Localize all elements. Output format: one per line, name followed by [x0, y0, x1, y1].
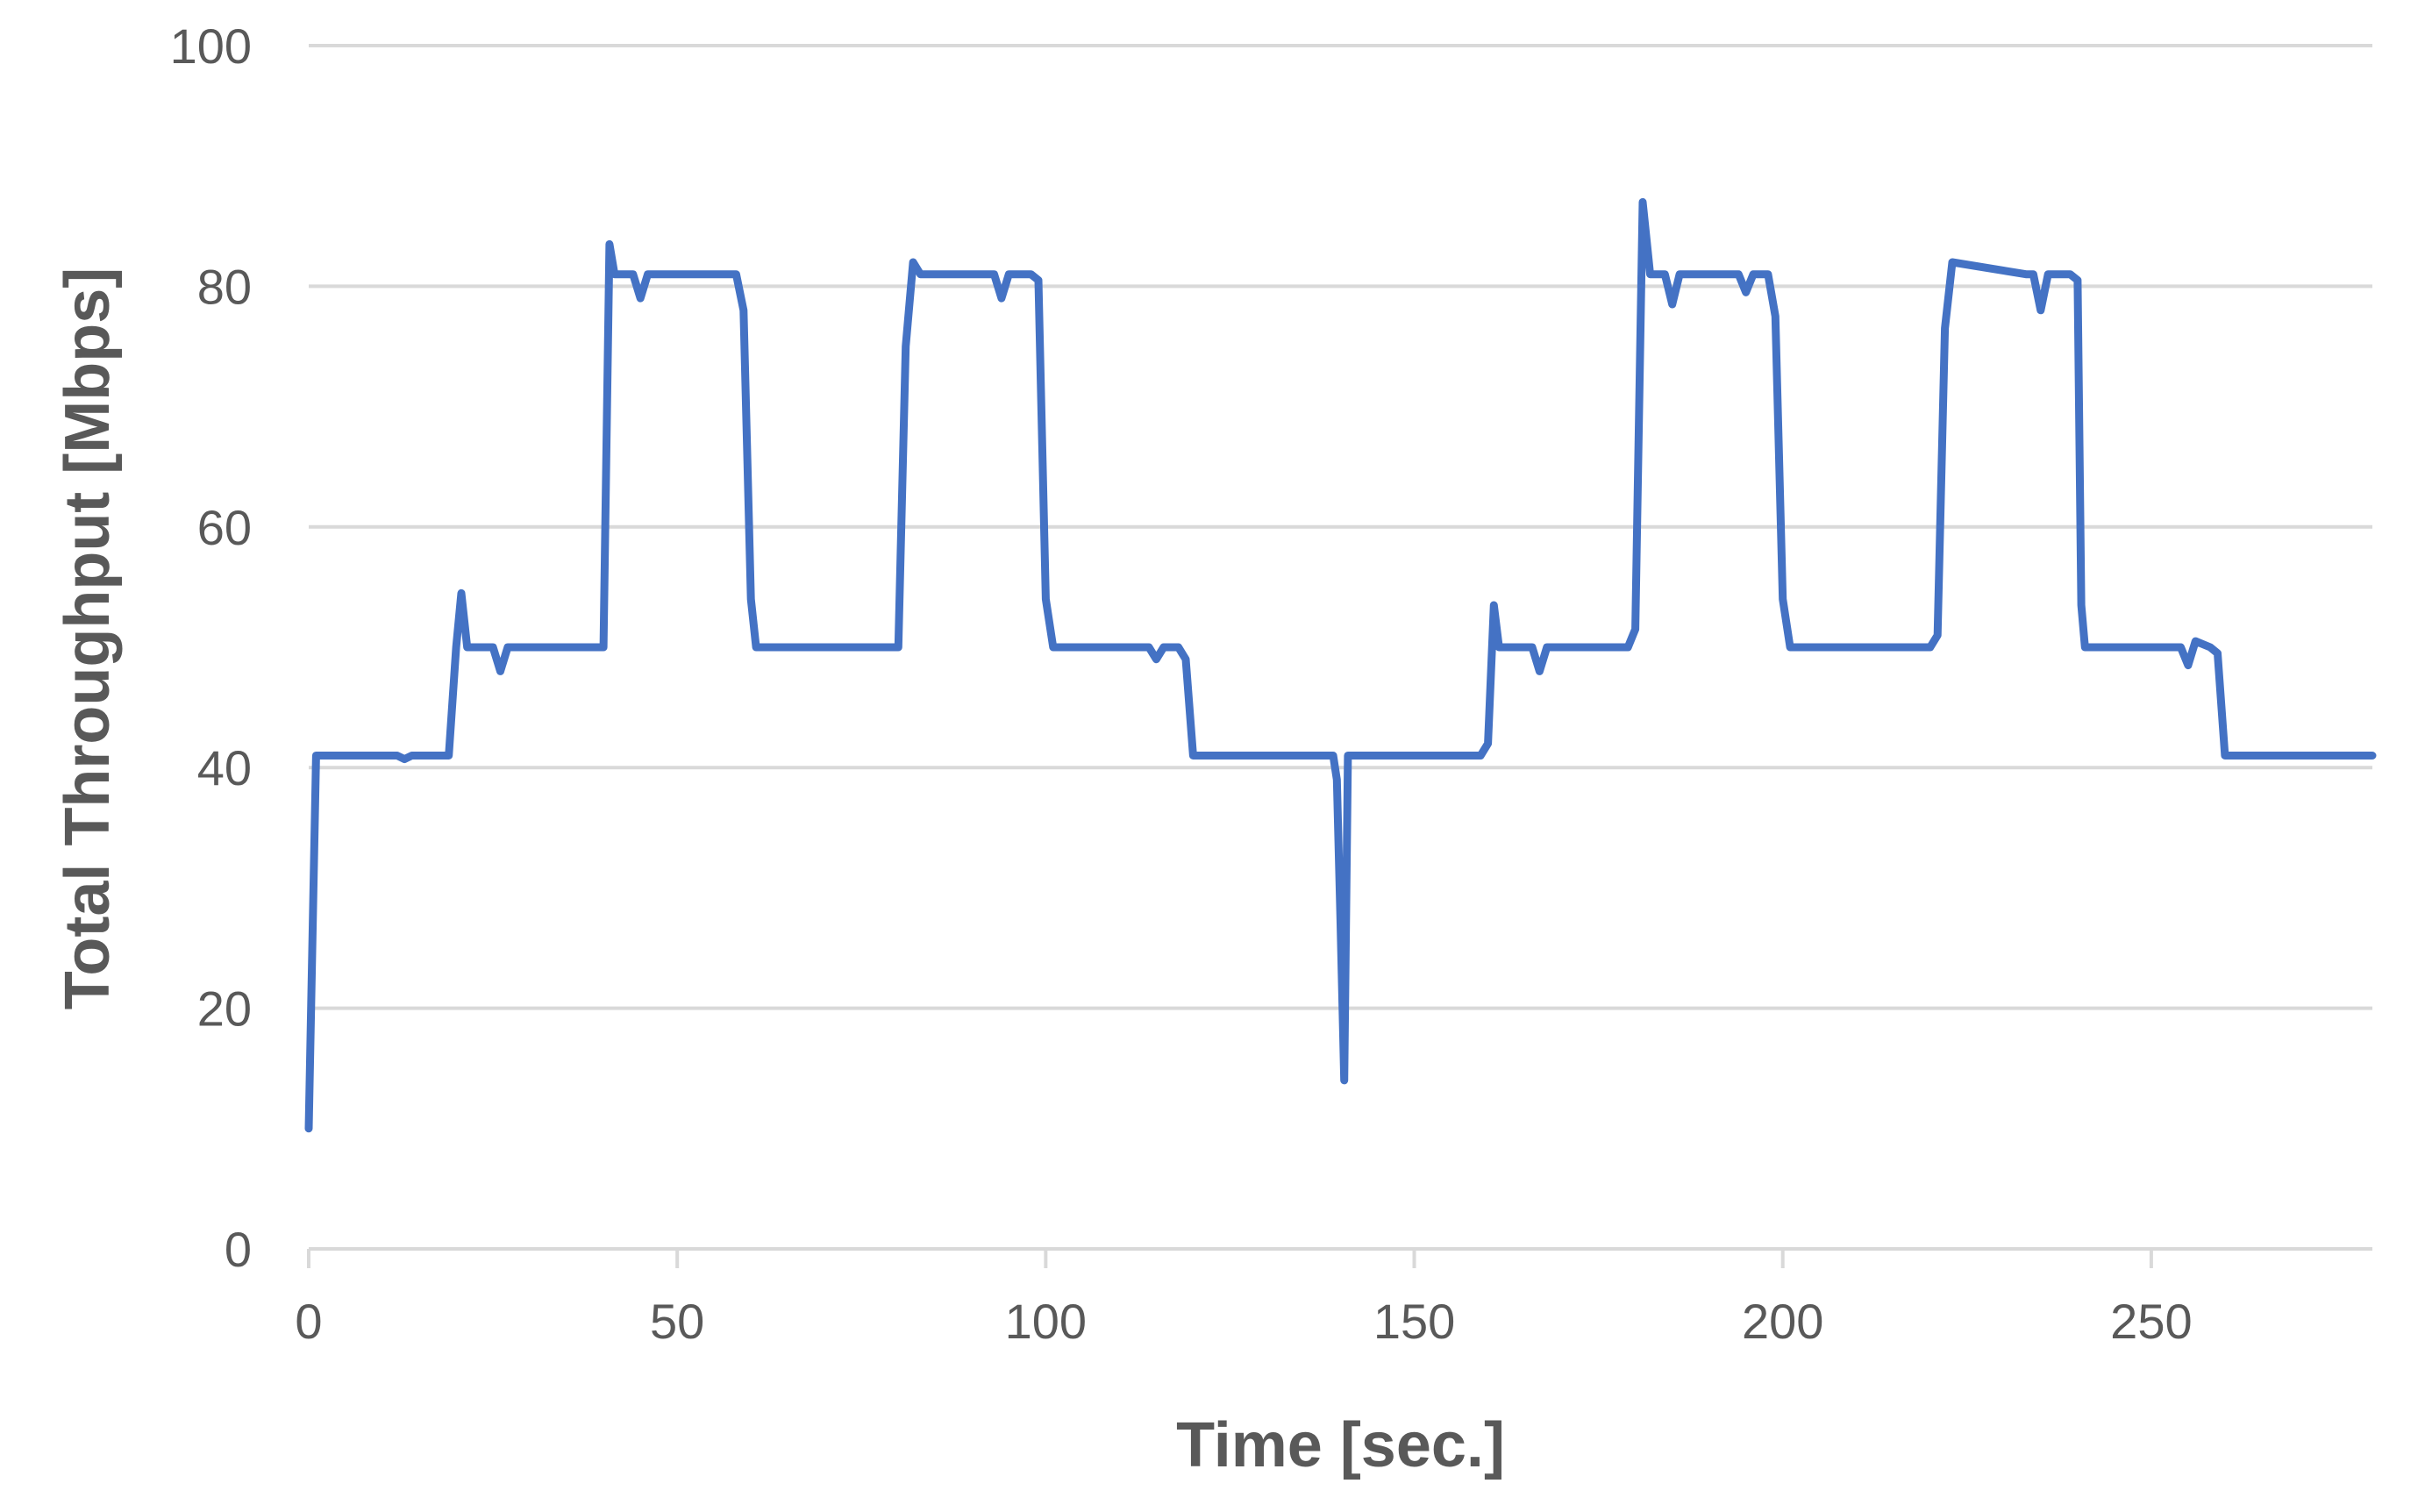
y-tick-label: 20: [197, 981, 252, 1037]
axes: [307, 1247, 2372, 1268]
y-tick-label: 0: [225, 1222, 252, 1277]
gridlines: [309, 44, 2372, 1010]
x-tick-label: 200: [1742, 1294, 1823, 1349]
x-tick-label: 250: [2110, 1294, 2192, 1349]
y-tick-label: 60: [197, 500, 252, 555]
series-line-0: [304, 197, 2377, 1133]
x-tick-label: 50: [650, 1294, 704, 1349]
y-tick-label: 80: [197, 259, 252, 314]
y-axis-title: Total Throughput [Mbps]: [53, 267, 123, 1009]
series-layer: [304, 197, 2377, 1133]
y-tick-label: 40: [197, 740, 252, 795]
x-axis-title: Time [sec.]: [1176, 1410, 1505, 1480]
x-tick-label: 100: [1005, 1294, 1087, 1349]
y-tick-label: 100: [170, 18, 252, 74]
x-tick-label: 0: [295, 1294, 322, 1349]
x-tick-label: 150: [1373, 1294, 1455, 1349]
tick-labels: 0 20 40 60 80 100 0 50 100 150 200 250: [170, 18, 2193, 1349]
